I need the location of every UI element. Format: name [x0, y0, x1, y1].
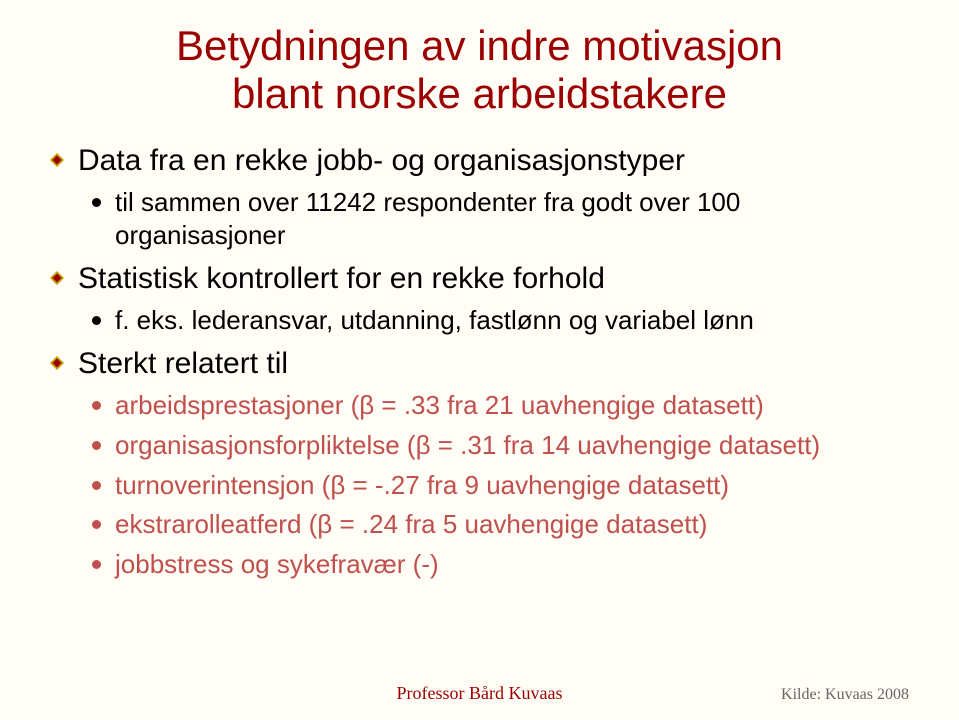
dot-bullet-icon — [92, 560, 101, 569]
title-line-1: Betydningen av indre motivasjon — [176, 22, 783, 69]
dot-bullet-icon — [92, 198, 101, 207]
bullet-level-2: ekstrarolleatferd (β = .24 fra 5 uavheng… — [92, 508, 909, 542]
bullet-level-2: organisasjonsforpliktelse (β = .31 fra 1… — [92, 429, 909, 463]
dot-bullet-icon — [92, 520, 101, 529]
bullet-text: turnoverintensjon (β = -.27 fra 9 uavhen… — [115, 469, 729, 503]
bullet-text: Sterkt relatert til — [78, 344, 288, 383]
bullet-level-2: turnoverintensjon (β = -.27 fra 9 uavhen… — [92, 469, 909, 503]
bullet-text: Statistisk kontrollert for en rekke forh… — [78, 259, 605, 298]
bullet-text: f. eks. lederansvar, utdanning, fastlønn… — [115, 304, 754, 338]
dot-bullet-icon — [92, 441, 101, 450]
dot-bullet-icon — [92, 401, 101, 410]
dot-bullet-icon — [92, 481, 101, 490]
bullet-text: Data fra en rekke jobb- og organisasjons… — [78, 141, 685, 180]
dot-bullet-icon — [92, 316, 101, 325]
slide-content: Data fra en rekke jobb- og organisasjons… — [50, 141, 909, 582]
diamond-bullet-icon — [50, 356, 64, 370]
bullet-text: til sammen over 11242 respondenter fra g… — [115, 186, 909, 254]
bullet-text: arbeidsprestasjoner (β = .33 fra 21 uavh… — [115, 389, 764, 423]
bullet-level-1: Sterkt relatert til — [50, 344, 909, 383]
diamond-bullet-icon — [50, 153, 64, 167]
bullet-level-2: f. eks. lederansvar, utdanning, fastlønn… — [92, 304, 909, 338]
bullet-text: ekstrarolleatferd (β = .24 fra 5 uavheng… — [115, 508, 707, 542]
bullet-level-1: Statistisk kontrollert for en rekke forh… — [50, 259, 909, 298]
bullet-level-2: til sammen over 11242 respondenter fra g… — [92, 186, 909, 254]
slide-title: Betydningen av indre motivasjon blant no… — [50, 22, 909, 119]
bullet-text: organisasjonsforpliktelse (β = .31 fra 1… — [115, 429, 820, 463]
footer-source: Kilde: Kuvaas 2008 — [781, 686, 909, 704]
bullet-level-1: Data fra en rekke jobb- og organisasjons… — [50, 141, 909, 180]
bullet-level-2: jobbstress og sykefravær (-) — [92, 548, 909, 582]
bullet-level-2: arbeidsprestasjoner (β = .33 fra 21 uavh… — [92, 389, 909, 423]
diamond-bullet-icon — [50, 271, 64, 285]
bullet-text: jobbstress og sykefravær (-) — [115, 548, 439, 582]
title-line-2: blant norske arbeidstakere — [232, 70, 727, 117]
